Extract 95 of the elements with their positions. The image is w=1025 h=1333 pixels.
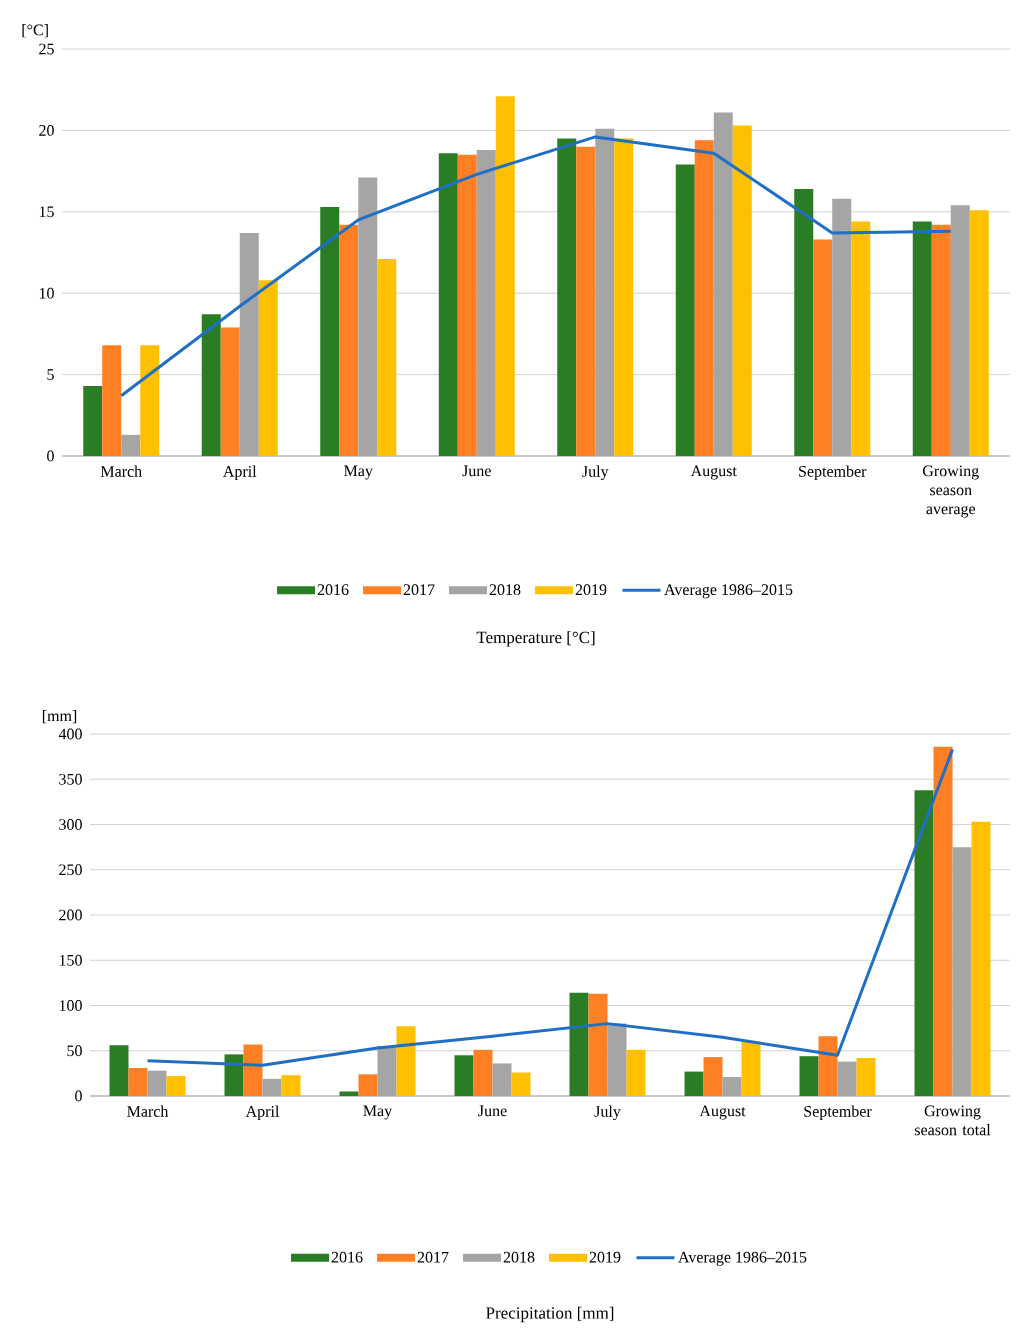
x-tick-label: July <box>594 1105 621 1121</box>
bar <box>83 386 103 457</box>
bar <box>741 1041 761 1097</box>
bar <box>971 821 991 1097</box>
x-tick-label: Growing season total <box>914 1105 991 1136</box>
y-axis-title: [°C] <box>22 24 48 38</box>
y-tick-label: 15 <box>39 206 54 218</box>
bar <box>557 138 577 457</box>
bar <box>454 1055 474 1097</box>
bar <box>856 1058 876 1097</box>
bar <box>851 221 871 457</box>
legend-label: 2018 <box>489 584 521 596</box>
x-tick-label: August <box>690 465 737 480</box>
bar <box>473 1049 493 1097</box>
bar <box>320 206 340 457</box>
bar <box>614 138 634 457</box>
x-tick-label: April <box>245 1105 280 1121</box>
bar <box>626 1049 646 1097</box>
x-tick-label: July <box>582 465 609 481</box>
y-tick-label: 0 <box>75 1090 82 1102</box>
y-tick-label: 100 <box>59 1000 82 1011</box>
y-tick-label: 0 <box>47 450 54 462</box>
y-axis-title: [mm] <box>42 710 77 724</box>
line-series <box>146 747 955 1067</box>
y-tick-label: 250 <box>59 864 82 876</box>
x-tick-label: Growing season average <box>922 465 979 518</box>
bar <box>818 1036 838 1097</box>
legend-label: 2016 <box>317 584 349 596</box>
x-tick-label: March <box>127 1105 169 1117</box>
legend-label: 2019 <box>589 1251 621 1263</box>
bar <box>912 221 932 457</box>
bar <box>396 1026 416 1097</box>
y-tick-label: 5 <box>47 369 54 380</box>
bar <box>511 1072 531 1097</box>
y-tick-label: 350 <box>59 773 82 785</box>
y-tick-label: 150 <box>59 954 82 966</box>
bar <box>588 993 608 1097</box>
bar <box>166 1076 186 1097</box>
text: Precipitation [mm] <box>486 1306 614 1323</box>
bar <box>914 790 934 1097</box>
y-tick-label: 50 <box>67 1045 82 1057</box>
bar <box>258 280 278 457</box>
bar <box>703 1057 723 1097</box>
bar <box>220 327 240 457</box>
x-tick-label: August <box>699 1105 746 1120</box>
legend-label: 2019 <box>575 584 607 596</box>
x-tick-label: September <box>799 465 867 481</box>
bar <box>732 125 752 457</box>
bar <box>813 239 833 457</box>
bar <box>684 1071 704 1097</box>
x-tick-label: March <box>100 465 142 477</box>
legend-label: Average 1986–2015 <box>678 1251 807 1266</box>
bar <box>969 210 989 457</box>
bar <box>576 146 596 457</box>
legend-label: 2018 <box>503 1251 535 1263</box>
y-tick-label: 10 <box>39 287 54 299</box>
bar <box>128 1067 148 1097</box>
bar <box>102 345 122 457</box>
bar <box>339 1091 359 1097</box>
x-tick-label: April <box>223 465 257 481</box>
legend-label: 2017 <box>403 584 435 596</box>
y-tick-label: 300 <box>59 819 82 830</box>
bar <box>243 1044 263 1097</box>
bar <box>931 224 951 457</box>
bar <box>569 992 589 1097</box>
bar <box>457 154 477 457</box>
bar <box>358 1074 378 1097</box>
text: Temperature [°C] <box>476 631 595 647</box>
x-tick-label: May <box>344 465 373 480</box>
bar <box>281 1075 301 1097</box>
bar <box>694 140 714 457</box>
y-tick-label: 400 <box>58 728 82 740</box>
y-tick-label: 200 <box>59 909 82 921</box>
legend-label: 2017 <box>417 1251 449 1263</box>
bar <box>140 345 160 457</box>
y-tick-label: 20 <box>39 125 54 136</box>
bar <box>377 259 397 457</box>
bar <box>933 746 953 1097</box>
legend-label: 2016 <box>331 1251 363 1263</box>
bar <box>438 153 458 457</box>
x-tick-label: June <box>462 465 491 477</box>
bar <box>201 314 221 457</box>
bar <box>495 96 515 457</box>
x-tick-label: June <box>478 1105 507 1117</box>
legend-label: Average 1986–2015 <box>664 584 793 599</box>
bar <box>794 189 814 457</box>
bar <box>339 224 359 457</box>
bar <box>799 1056 819 1097</box>
bar <box>675 164 695 457</box>
y-tick-label: 25 <box>39 43 54 55</box>
bar <box>224 1054 244 1097</box>
x-tick-label: September <box>804 1105 872 1121</box>
line-series <box>119 135 953 398</box>
x-tick-label: May <box>363 1105 393 1120</box>
bar <box>109 1045 129 1097</box>
